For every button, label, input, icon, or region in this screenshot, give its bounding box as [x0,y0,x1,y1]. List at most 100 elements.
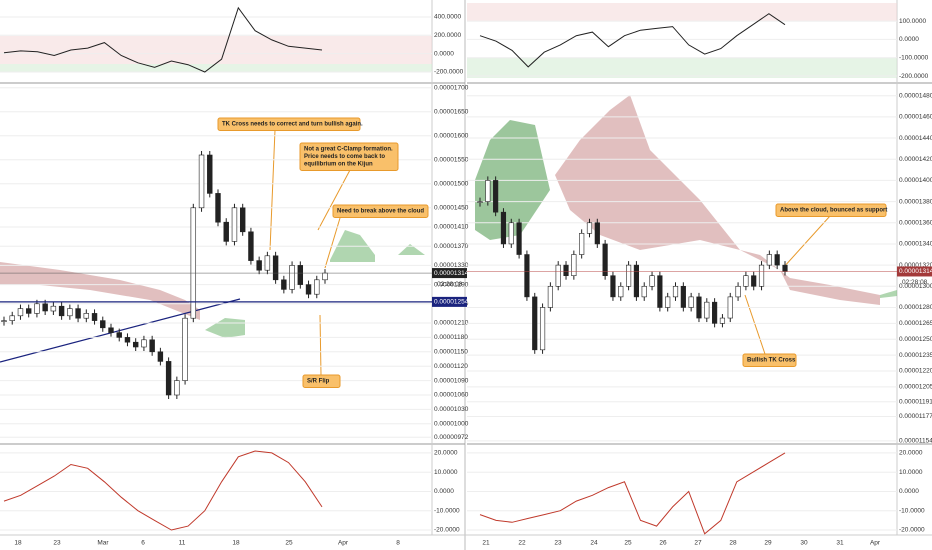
indicator-line [3,6,323,73]
candle [649,275,655,287]
overbought-band [467,3,897,21]
candle [688,296,694,308]
annotation-box [332,204,429,218]
candle [641,285,647,298]
y-tick-label: 0.00001330 [434,262,469,269]
candle [157,351,164,362]
cloud-bullish [398,244,425,255]
candle [256,260,262,271]
candle [42,303,48,312]
y-tick-label: 0.00001550 [434,157,469,164]
candle [547,285,553,308]
annotation-box [299,142,399,171]
y-tick-label: -10.0000 [899,507,925,514]
annotation-text: Above the cloud, bounced as support [780,208,887,214]
candle [500,211,507,245]
y-tick-label: 200.0000 [434,32,461,39]
y-tick-label: 0.00001480 [899,92,932,99]
y-tick-label: -200.0000 [434,69,464,76]
candle [665,296,671,308]
annotation-text: Price needs to come back to [304,154,385,160]
x-tick-label: 30 [800,540,808,547]
candle [626,264,632,287]
candle [141,339,147,348]
y-tick-label: 0.0000 [434,50,454,57]
annotation-text: equilibrium on the Kijun [304,162,373,168]
candle [704,301,710,319]
y-tick-label: -200.0000 [899,73,929,80]
x-tick-label: 22 [518,540,526,547]
candle [9,315,15,321]
y-tick-label: 0.00001440 [899,135,932,142]
candle [524,254,530,298]
candle [610,275,616,298]
candle [223,221,229,242]
y-tick-label: 0.00001030 [434,406,469,413]
candle [774,254,780,266]
x-tick-label: 28 [729,540,737,547]
x-tick-label: 31 [836,540,844,547]
candle [657,275,663,308]
candle [516,222,522,255]
annotation-text: Bullish TK Cross [747,358,796,364]
y-tick-label: 0.00001650 [434,109,469,116]
y-tick-label: 20.0000 [434,450,458,457]
candle [493,180,499,213]
y-tick-label: 0.00001400 [899,177,932,184]
candle [586,222,593,234]
y-tick-label: -20.0000 [899,527,925,534]
y-tick-label: 0.00001410 [434,224,469,231]
candle [743,275,749,287]
y-tick-label: 0.00001235 [899,352,932,359]
price-tag-label: 0.00001314 [899,268,932,275]
candle [132,341,139,348]
annotation-box [302,374,341,388]
candle [198,154,205,209]
callout [317,169,351,231]
y-tick-label: 0.00001380 [899,198,932,205]
indicator-line [479,452,786,535]
oversold-band [0,64,432,72]
candle [766,254,772,266]
candle [75,308,81,319]
y-tick-label: 0.00001205 [899,384,932,391]
cloud-bearish [0,262,200,320]
candle [50,305,57,312]
indicator-line [3,450,323,531]
y-tick-label: 0.00001460 [899,114,932,121]
candle [305,284,312,295]
candle [116,332,122,338]
y-tick-label: 0.00000972 [434,434,469,441]
candle [618,285,624,298]
candle [83,313,90,319]
candle [719,317,726,324]
y-tick-label: 0.0000 [899,488,919,495]
x-tick-label: Apr [338,540,349,547]
annotation-text: Not a great C-Clamp formation. [304,147,393,153]
candle [594,222,600,245]
candle [34,303,40,314]
callout [319,314,322,376]
annotation-box [217,117,361,131]
x-tick-label: 23 [554,540,562,547]
y-tick-label: 0.00001090 [434,377,469,384]
x-tick-label: Mar [97,540,109,547]
y-tick-label: 0.00001700 [434,85,469,92]
candle [174,380,180,396]
x-tick-label: 6 [141,540,145,547]
y-tick-label: 20.0000 [899,450,923,457]
candle [182,317,188,381]
y-tick-label: 10.0000 [434,469,458,476]
candle [248,231,254,261]
candle [477,201,483,203]
price-tag [432,268,467,279]
candle [67,308,73,317]
candle [264,255,271,271]
candle [190,207,197,319]
countdown: 02:28:08 [902,279,928,286]
candle [1,320,7,322]
candle [124,337,131,343]
candle [207,154,213,194]
candle [633,264,639,298]
candle [485,180,491,202]
